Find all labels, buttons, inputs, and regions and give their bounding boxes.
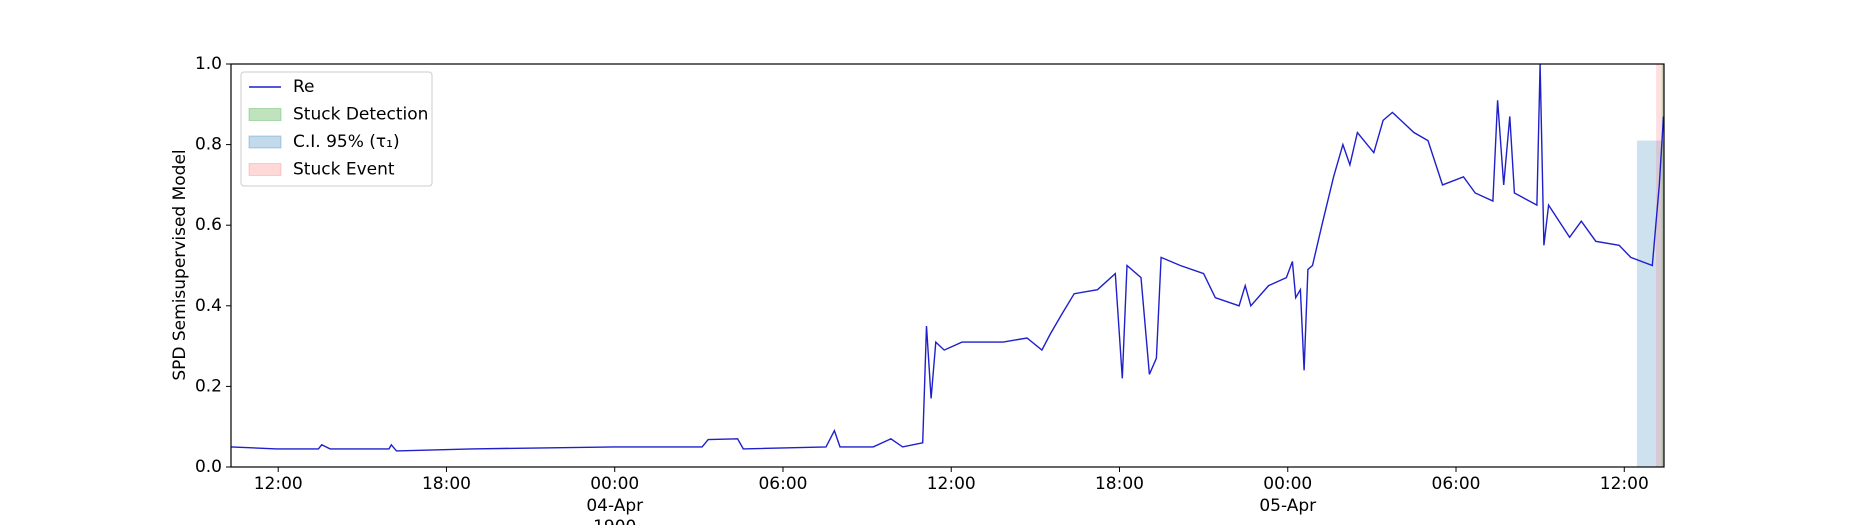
legend-patch	[248, 163, 282, 176]
span	[1656, 64, 1664, 467]
y-tick-label: 1.0	[195, 54, 222, 74]
y-tick-label: 0.8	[195, 135, 222, 155]
x-tick-label: 00:00	[1263, 474, 1312, 494]
legend-patch	[248, 135, 282, 149]
y-tick-label: 0.2	[195, 376, 222, 396]
x-tick-label: 06:00	[1432, 474, 1481, 494]
x-tick-label: 00:00	[590, 474, 639, 494]
legend-label: Stuck Detection	[293, 105, 428, 125]
legend-label: C.I. 95% (τ₁)	[293, 132, 400, 152]
y-axis-label: SPD Semisupervised Model	[170, 149, 190, 380]
y-tick-label: 0.4	[195, 296, 222, 316]
x-tick-label: 12:00	[254, 474, 303, 494]
x-tick-label: 06:00	[758, 474, 807, 494]
x-tick-label: 12:00	[1600, 474, 1649, 494]
legend-frame	[240, 71, 433, 187]
y-tick-label: 0.6	[195, 215, 222, 235]
x-tick-label: 18:00	[1095, 474, 1144, 494]
x-tick-label: 18:00	[422, 474, 471, 494]
line	[230, 63, 1665, 452]
legend: Re Stuck Detection C.I. 95% (τ₁) Stuck Even…	[240, 71, 433, 187]
x-date-label: 04-Apr	[586, 496, 643, 516]
legend-patch	[248, 108, 282, 121]
span	[1636, 140, 1664, 467]
legend-label: Stuck Event	[293, 160, 395, 180]
x-tick-label: 12:00	[927, 474, 976, 494]
legend-label: Re	[293, 77, 315, 97]
x-offset-label: 1900	[593, 517, 636, 525]
y-tick-label: 0.0	[195, 457, 222, 477]
x-date-label: 05-Apr	[1259, 496, 1316, 516]
span	[1661, 64, 1664, 467]
plot-frame	[230, 63, 1665, 468]
